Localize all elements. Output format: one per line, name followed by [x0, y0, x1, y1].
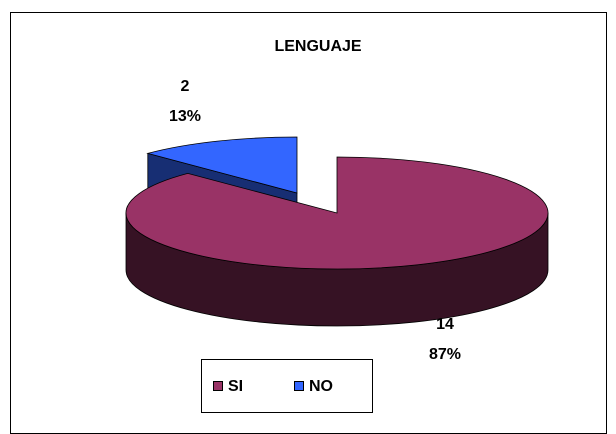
legend-swatch — [213, 381, 223, 391]
slice-top — [125, 156, 549, 270]
legend-label: SI — [228, 378, 243, 395]
legend-label: NO — [309, 378, 333, 395]
data-label: 14 — [436, 316, 454, 333]
pie — [125, 136, 549, 327]
legend-swatch — [294, 381, 304, 391]
chart-title: LENGUAJE — [274, 38, 361, 55]
slice — [125, 156, 549, 327]
slice-top — [146, 136, 298, 194]
data-label: 2 — [181, 78, 190, 95]
legend — [201, 359, 373, 413]
percent-label: 87% — [429, 346, 461, 363]
percent-label: 13% — [169, 108, 201, 125]
